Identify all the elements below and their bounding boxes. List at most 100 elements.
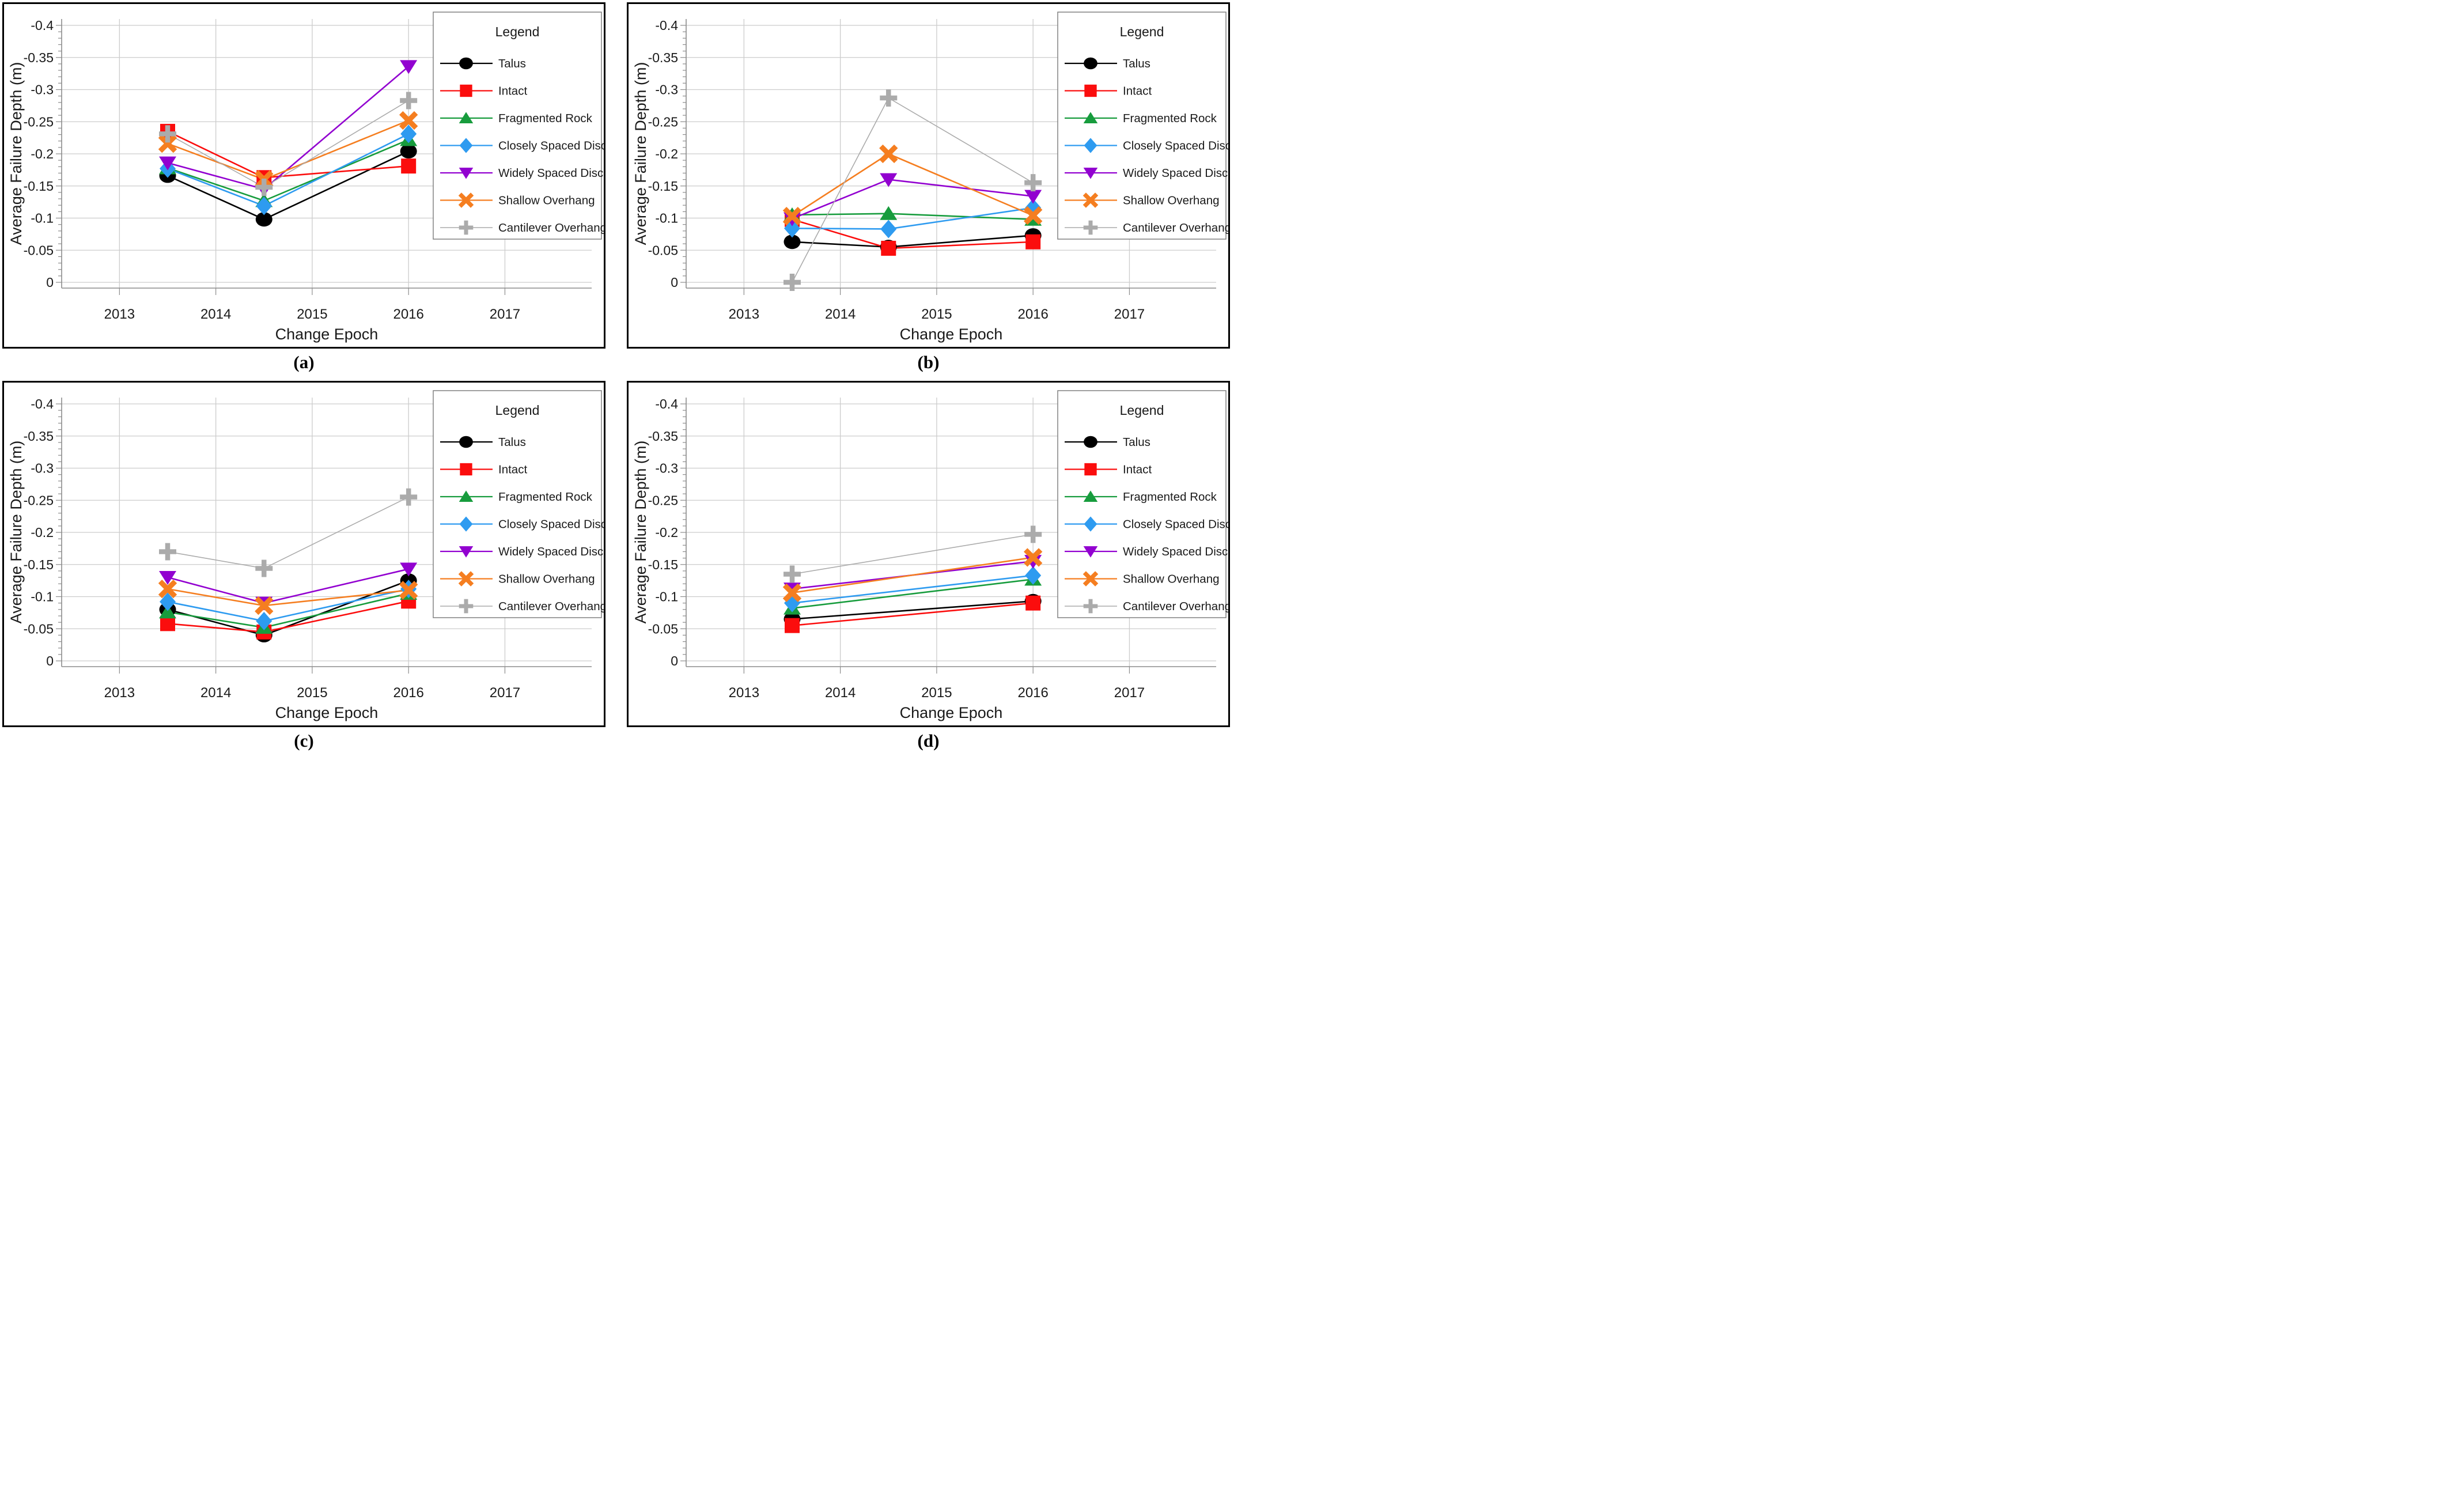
svg-text:-0.15: -0.15: [24, 179, 54, 194]
legend-label: Fragmented Rock: [1123, 490, 1217, 504]
svg-text:2014: 2014: [200, 307, 231, 322]
marker-x-cross-shallow-overhang: [1023, 548, 1043, 567]
chart-frame-c: -0.4 -0.35 -0.3 -0.25 -0.2 -0.15 -0.1 -0.05 0 201…: [2, 381, 605, 727]
marker-plus-cantilever-overhang: [1024, 174, 1042, 192]
svg-text:-0.2: -0.2: [31, 146, 54, 161]
legend-marker-plus: [1083, 220, 1098, 235]
line-fragmented-rock: [792, 578, 1034, 609]
svg-text:-0.05: -0.05: [648, 621, 678, 636]
line-widely-spaced-disc: [167, 66, 410, 190]
marker-square-intact: [160, 616, 175, 631]
svg-text:2013: 2013: [104, 307, 135, 322]
series-lines: [792, 97, 1034, 283]
svg-text:-0.05: -0.05: [24, 243, 54, 258]
series-markers: [158, 488, 418, 642]
x-tick-labels: 2013 2014 2015 2016 2017: [729, 685, 1145, 701]
svg-text:-0.35: -0.35: [24, 50, 54, 65]
legend-label: Cantilever Overhang: [1123, 600, 1228, 613]
legend-marker-diamond: [1084, 138, 1097, 153]
legend-marker-plus: [459, 220, 474, 235]
marker-diamond-closely-spaced-disc: [256, 196, 272, 215]
y-axis-title: Average Failure Depth (m): [632, 441, 649, 624]
svg-text:2016: 2016: [393, 307, 423, 322]
svg-text:-0.1: -0.1: [31, 211, 54, 226]
x-tick-labels: 2013 2014 2015 2016 2017: [104, 685, 520, 701]
legend-label: Intact: [498, 463, 527, 477]
marker-plus-cantilever-overhang: [159, 125, 176, 143]
marker-circle-talus: [784, 235, 801, 249]
svg-text:-0.3: -0.3: [31, 461, 54, 476]
y-axis-title: Average Failure Depth (m): [7, 62, 25, 245]
marker-diamond-closely-spaced-disc: [400, 124, 417, 143]
legend: Legend Talus Intact Fragmented Rock Closely …: [1057, 390, 1228, 618]
svg-text:-0.2: -0.2: [655, 525, 678, 540]
line-shallow-overhang: [167, 119, 409, 180]
svg-text:2017: 2017: [1114, 685, 1145, 701]
marker-square-intact: [401, 158, 417, 174]
legend-label: Widely Spaced Disc: [1123, 545, 1228, 558]
marker-triangle-down-widely-spaced-disc: [880, 173, 898, 187]
y-tick-labels: -0.4 -0.35 -0.3 -0.25 -0.2 -0.15 -0.1 -0.05 0: [24, 18, 54, 290]
marker-plus-cantilever-overhang: [255, 178, 273, 196]
legend-marker-triangle-down: [1083, 167, 1098, 179]
svg-text:-0.4: -0.4: [655, 18, 678, 33]
marker-x-cross-shallow-overhang: [879, 144, 898, 164]
marker-square-intact: [1025, 234, 1041, 249]
marker-triangle-up-fragmented-rock: [880, 206, 898, 220]
figure-page: -0.4 -0.35 -0.3 -0.25 -0.2 -0.15 -0.1 -0.05 0 201…: [0, 0, 1232, 756]
legend-marker-diamond: [459, 138, 473, 153]
svg-text:-0.15: -0.15: [648, 557, 678, 572]
marker-plus-cantilever-overhang: [880, 89, 898, 107]
line-intact: [167, 600, 409, 633]
legend-marker-plus: [459, 599, 474, 614]
legend: Legend Talus Intact Fragmented Rock Closely …: [433, 12, 604, 240]
svg-text:-0.1: -0.1: [31, 589, 54, 604]
svg-text:-0.05: -0.05: [24, 621, 54, 636]
legend-marker-triangle-up: [1083, 490, 1098, 502]
y-ticks: [680, 25, 1130, 295]
svg-text:2017: 2017: [1114, 307, 1145, 322]
line-fragmented-rock: [167, 592, 409, 629]
svg-text:2016: 2016: [1017, 685, 1048, 701]
marker-triangle-down-widely-spaced-disc: [400, 60, 418, 74]
marker-x-cross-shallow-overhang: [782, 206, 802, 226]
legend-marker-square: [460, 84, 472, 97]
legend-label: Closely Spaced Disc: [498, 518, 604, 531]
svg-text:2016: 2016: [1017, 307, 1048, 322]
svg-text:-0.25: -0.25: [24, 114, 54, 129]
line-chart-d: -0.4 -0.35 -0.3 -0.25 -0.2 -0.15 -0.1 -0.05 0 201…: [629, 383, 1228, 725]
svg-text:-0.4: -0.4: [31, 396, 54, 411]
x-axis-title: Change Epoch: [275, 704, 379, 721]
line-widely-spaced-disc: [167, 568, 409, 604]
y-tick-labels: -0.4 -0.35 -0.3 -0.25 -0.2 -0.15 -0.1 -0.05 0: [648, 396, 679, 668]
y-tick-labels: -0.4 -0.35 -0.3 -0.25 -0.2 -0.15 -0.1 -0.05 0: [648, 18, 679, 290]
legend-label: Shallow Overhang: [498, 573, 595, 586]
series-markers: [782, 89, 1043, 291]
caption-b: (b): [917, 352, 940, 372]
y-ticks: [56, 403, 506, 674]
legend-marker-circle: [459, 436, 473, 448]
svg-text:2014: 2014: [200, 685, 231, 701]
line-closely-spaced-disc: [792, 574, 1034, 604]
svg-text:0: 0: [671, 653, 678, 668]
legend-marker-x-cross: [458, 571, 474, 587]
figure-panel-c: -0.4 -0.35 -0.3 -0.25 -0.2 -0.15 -0.1 -0.05 0 201…: [2, 381, 605, 756]
legend-marker-x-cross: [1083, 192, 1099, 208]
line-shallow-overhang: [792, 557, 1034, 594]
marker-plus-cantilever-overhang: [400, 488, 418, 506]
svg-text:2015: 2015: [921, 307, 952, 322]
legend-label: Cantilever Overhang: [498, 221, 604, 235]
legend-label: Fragmented Rock: [498, 112, 593, 125]
series-markers: [782, 525, 1043, 633]
figure-grid: -0.4 -0.35 -0.3 -0.25 -0.2 -0.15 -0.1 -0.05 0 201…: [2, 2, 1230, 756]
legend-label: Closely Spaced Disc: [1123, 518, 1228, 531]
marker-triangle-down-widely-spaced-disc: [400, 562, 418, 577]
legend-marker-x-cross: [1083, 571, 1099, 587]
y-ticks: [56, 25, 506, 295]
svg-text:2015: 2015: [297, 685, 327, 701]
svg-text:0: 0: [46, 275, 54, 290]
marker-plus-cantilever-overhang: [784, 274, 801, 291]
marker-x-cross-shallow-overhang: [1023, 206, 1043, 225]
svg-text:-0.25: -0.25: [24, 493, 54, 508]
marker-diamond-closely-spaced-disc: [1025, 566, 1042, 585]
